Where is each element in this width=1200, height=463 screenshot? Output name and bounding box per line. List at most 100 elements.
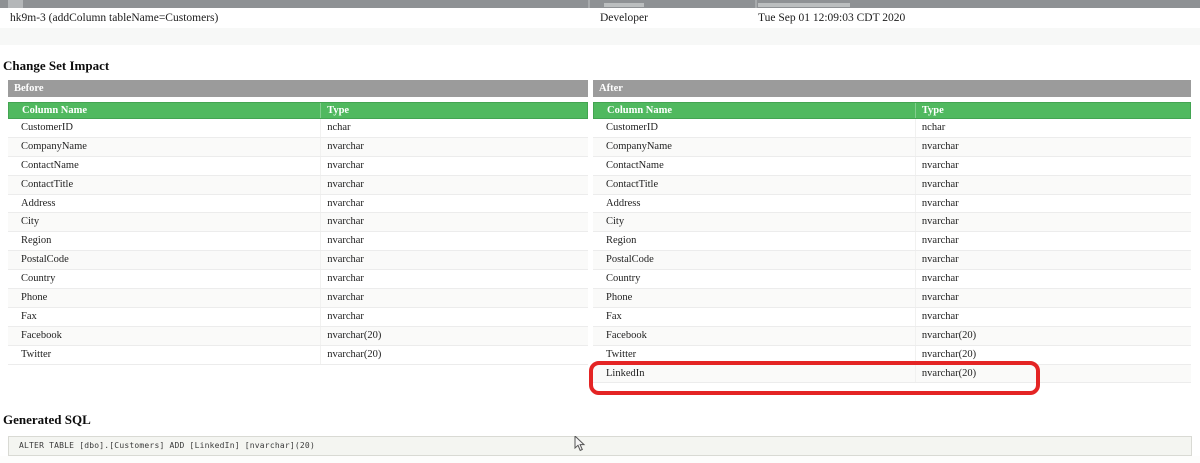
column-name-cell: ContactName xyxy=(8,156,322,175)
before-table-body: CustomerID nchar CompanyName nvarchar Contac… xyxy=(8,119,588,365)
header-bar-text-smudge xyxy=(758,3,850,7)
column-name-cell: ContactName xyxy=(593,156,916,175)
table-row: ContactName nvarchar xyxy=(8,156,588,176)
generated-sql-code: ALTER TABLE [dbo].[Customers] ADD [Linke… xyxy=(19,441,315,450)
column-name-cell: CompanyName xyxy=(8,137,322,156)
table-row: Address nvarchar xyxy=(593,194,1191,214)
column-name-cell: Phone xyxy=(8,289,322,307)
table-row: City nvarchar xyxy=(593,213,1191,233)
type-cell: nvarchar xyxy=(921,159,959,171)
type-cell: nvarchar xyxy=(327,159,364,171)
empty-row xyxy=(0,28,1200,45)
column-name-cell: Fax xyxy=(8,307,322,326)
column-name-cell: Facebook xyxy=(8,326,322,345)
table-row: Country nvarchar xyxy=(8,270,588,290)
type-cell: nvarchar xyxy=(921,197,959,209)
table-row: CustomerID nchar xyxy=(593,119,1191,138)
type-cell: nvarchar xyxy=(327,178,364,190)
after-table-header: After xyxy=(593,80,1191,97)
type-cell: nvarchar xyxy=(921,254,959,266)
after-table-body: CustomerID nchar CompanyName nvarchar Contac… xyxy=(593,119,1191,384)
type-cell: nvarchar xyxy=(921,310,959,322)
column-name-header: Column Name xyxy=(9,103,322,118)
type-cell: nvarchar xyxy=(921,292,959,304)
header-bar-chip xyxy=(8,0,23,8)
type-cell: nvarchar xyxy=(921,216,959,228)
column-name-cell: ContactTitle xyxy=(593,175,916,194)
header-bar-separator xyxy=(588,0,590,8)
table-row: CustomerID nchar xyxy=(8,119,588,138)
table-row: Region nvarchar xyxy=(8,232,588,252)
type-cell: nvarchar xyxy=(327,235,364,247)
column-name-cell: PostalCode xyxy=(8,251,322,270)
column-name-cell: Twitter xyxy=(8,345,322,364)
column-name-cell: CustomerID xyxy=(8,119,322,137)
type-cell: nvarchar xyxy=(327,197,364,209)
table-row: Address nvarchar xyxy=(8,194,588,214)
table-row: Country nvarchar xyxy=(593,270,1191,290)
column-name-cell: City xyxy=(8,213,322,232)
column-name-cell: Address xyxy=(593,194,916,213)
type-cell: nvarchar(20) xyxy=(921,367,977,379)
after-column-headers: Column Name Type xyxy=(593,102,1191,119)
changeset-author: Developer xyxy=(600,12,648,24)
column-name-cell: ContactTitle xyxy=(8,175,322,194)
type-cell: nchar xyxy=(921,122,946,133)
table-row: Fax nvarchar xyxy=(8,307,588,327)
table-row: ContactTitle nvarchar xyxy=(593,175,1191,195)
bottom-strip xyxy=(0,456,1200,463)
sql-section-title: Generated SQL xyxy=(3,412,91,427)
type-cell: nvarchar xyxy=(921,235,959,247)
column-name-cell: Fax xyxy=(593,307,916,326)
table-row: Twitter nvarchar(20) xyxy=(8,345,588,365)
table-row: CompanyName nvarchar xyxy=(8,137,588,157)
changeset-id: hk9m-3 (addColumn tableName=Customers) xyxy=(10,12,219,24)
table-row: Phone nvarchar xyxy=(8,289,588,308)
table-row: ContactName nvarchar xyxy=(593,156,1191,176)
impact-section-title: Change Set Impact xyxy=(3,58,110,73)
type-cell: nchar xyxy=(327,122,351,133)
type-cell: nvarchar xyxy=(327,292,364,304)
column-name-cell: City xyxy=(593,213,916,232)
type-cell: nvarchar xyxy=(327,310,364,322)
before-table: Before Column Name Type CustomerID nchar C… xyxy=(8,80,588,365)
column-name-cell: Country xyxy=(8,270,322,289)
table-row: Region nvarchar xyxy=(593,232,1191,252)
type-cell: nvarchar(20) xyxy=(921,348,977,360)
type-cell: nvarchar(20) xyxy=(327,329,382,341)
type-cell: nvarchar xyxy=(327,254,364,266)
table-row: City nvarchar xyxy=(8,213,588,233)
column-name-cell: Region xyxy=(593,232,916,251)
table-row: Fax nvarchar xyxy=(593,307,1191,327)
column-name-header: Column Name xyxy=(594,103,916,118)
table-row: Phone nvarchar xyxy=(593,289,1191,308)
generated-sql-box[interactable]: ALTER TABLE [dbo].[Customers] ADD [Linke… xyxy=(8,436,1192,456)
after-table: After Column Name Type CustomerID nchar Co… xyxy=(589,80,1191,395)
changeset-row[interactable]: hk9m-3 (addColumn tableName=Customers) D… xyxy=(0,8,1200,28)
table-row: CompanyName nvarchar xyxy=(593,137,1191,157)
type-cell: nvarchar xyxy=(921,140,959,152)
table-row: Facebook nvarchar(20) xyxy=(593,326,1191,346)
type-cell: nvarchar(20) xyxy=(921,329,977,341)
column-name-cell: Twitter xyxy=(593,345,916,364)
table-row: ContactTitle nvarchar xyxy=(8,175,588,195)
column-name-cell: LinkedIn xyxy=(593,364,916,383)
column-name-cell: CustomerID xyxy=(593,119,916,137)
before-column-headers: Column Name Type xyxy=(8,102,588,119)
type-cell: nvarchar xyxy=(921,273,959,285)
type-cell: nvarchar xyxy=(921,178,959,190)
type-cell: nvarchar xyxy=(327,216,364,228)
type-cell: nvarchar xyxy=(327,140,364,152)
table-row: Facebook nvarchar(20) xyxy=(8,326,588,346)
before-table-header: Before xyxy=(8,80,588,97)
type-header: Type xyxy=(921,105,944,116)
changeset-date: Tue Sep 01 12:09:03 CDT 2020 xyxy=(758,12,906,24)
table-row: Twitter nvarchar(20) xyxy=(593,345,1191,365)
header-bar-separator xyxy=(755,0,757,8)
column-name-cell: Facebook xyxy=(593,326,916,345)
column-name-cell: Country xyxy=(593,270,916,289)
table-row: PostalCode nvarchar xyxy=(8,251,588,271)
table-row: PostalCode nvarchar xyxy=(593,251,1191,271)
type-cell: nvarchar(20) xyxy=(327,348,382,360)
column-name-cell: Address xyxy=(8,194,322,213)
